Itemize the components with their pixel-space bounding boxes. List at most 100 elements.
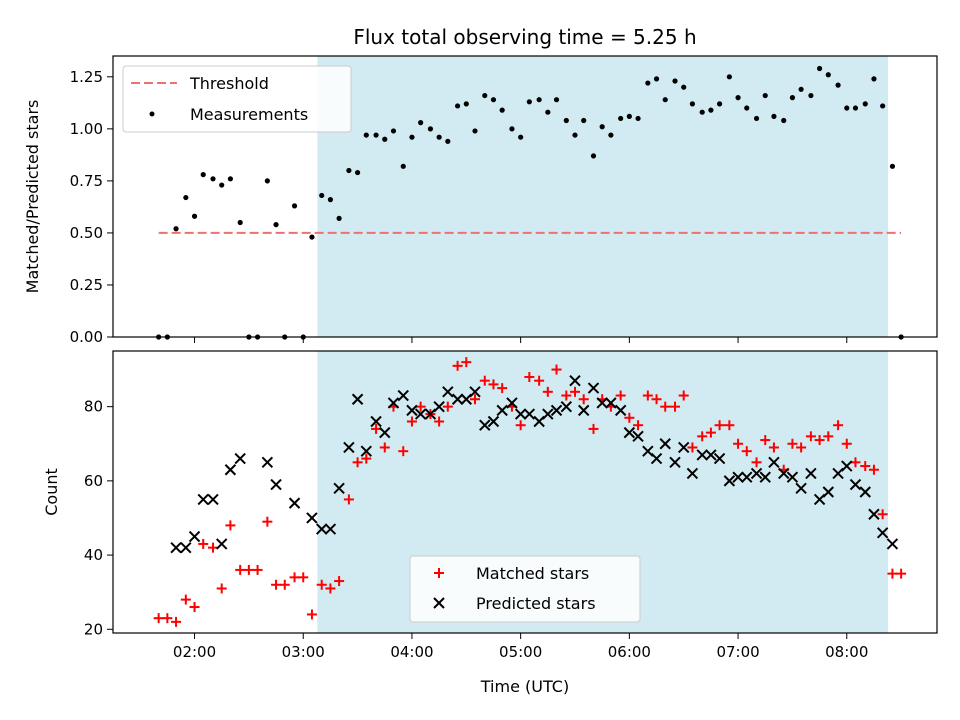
measurement-point xyxy=(653,76,660,82)
predicted-point xyxy=(768,456,780,469)
measurement-point xyxy=(708,107,714,113)
measurement-point xyxy=(835,82,841,88)
predicted-point xyxy=(569,374,581,387)
matched-point xyxy=(670,401,681,412)
measurement-point xyxy=(672,78,678,84)
predicted-point xyxy=(732,471,744,483)
measurement-point xyxy=(771,113,777,119)
measurement-point xyxy=(871,76,877,82)
measurement-point xyxy=(499,107,505,113)
measurement-point xyxy=(744,105,750,111)
predicted-point xyxy=(487,415,500,428)
matched-point xyxy=(180,594,191,605)
measurement-point xyxy=(237,219,243,226)
measurement-point xyxy=(482,92,488,99)
matched-point xyxy=(733,438,744,449)
predicted-point xyxy=(795,482,807,494)
bottom-y-ticks: 20 40 60 80 xyxy=(84,398,113,638)
matched-point xyxy=(497,383,508,394)
legend-threshold-label: Threshold xyxy=(189,74,269,93)
measurement-point xyxy=(518,134,524,140)
measurement-point xyxy=(753,115,760,122)
x-tick-label: 04:00 xyxy=(390,643,433,661)
measurement-point xyxy=(681,84,687,90)
predicted-point xyxy=(678,441,690,454)
measurement-point xyxy=(545,109,551,115)
matched-point xyxy=(633,420,644,431)
measurement-point xyxy=(200,172,206,178)
matched-point xyxy=(814,435,825,446)
matched-point xyxy=(434,416,445,427)
measurement-point xyxy=(227,176,234,182)
measurement-point xyxy=(844,105,850,111)
bottom-y-axis-label: Count xyxy=(42,468,61,516)
matched-point xyxy=(887,568,898,579)
legend-matched-label: Matched stars xyxy=(476,564,589,583)
measurement-point xyxy=(689,101,696,107)
measurement-point xyxy=(309,234,315,240)
predicted-point xyxy=(759,471,771,483)
matched-point xyxy=(751,457,762,468)
measurement-point xyxy=(808,92,814,99)
measurement-point xyxy=(608,132,614,138)
top-legend-box xyxy=(122,65,352,133)
measurement-point xyxy=(210,176,216,182)
matched-point xyxy=(515,420,526,431)
matched-point xyxy=(334,576,345,587)
measurement-point xyxy=(563,117,569,124)
predicted-point xyxy=(542,408,554,420)
predicted-point xyxy=(324,523,337,535)
matched-point xyxy=(534,375,545,386)
chart-title: Flux total observing time = 5.25 h xyxy=(353,25,696,49)
measurement-point xyxy=(183,194,189,201)
x-axis-label: Time (UTC) xyxy=(480,677,569,696)
measurement-point xyxy=(436,134,442,140)
matched-point xyxy=(588,423,599,434)
matched-point xyxy=(279,579,290,590)
measurement-point xyxy=(264,178,270,184)
predicted-point xyxy=(623,426,636,439)
matched-point xyxy=(262,516,273,527)
predicted-point xyxy=(343,441,355,454)
bottom-legend-box xyxy=(409,555,641,623)
measurement-point xyxy=(319,192,325,199)
measurement-point xyxy=(418,120,424,126)
matched-point xyxy=(398,446,409,457)
measurement-point xyxy=(590,153,597,159)
matched-point xyxy=(316,579,327,590)
measurement-point xyxy=(327,197,334,203)
matched-point xyxy=(642,390,653,401)
measurement-point xyxy=(346,167,352,174)
matched-point xyxy=(850,457,861,468)
matched-point xyxy=(687,442,698,453)
y-tick-label: 0.75 xyxy=(70,172,103,190)
bottom-axes-frame xyxy=(112,350,938,634)
matched-point xyxy=(189,602,200,613)
measurement-point xyxy=(889,163,896,169)
y-tick-label: 20 xyxy=(84,620,103,638)
matched-point xyxy=(741,446,752,457)
predicted-point xyxy=(370,415,382,428)
legend-predicted-label: Predicted stars xyxy=(476,594,596,613)
matched-point xyxy=(868,464,879,475)
measurement-point xyxy=(291,203,298,209)
predicted-point xyxy=(224,464,237,476)
predicted-point xyxy=(433,400,445,413)
matched-point xyxy=(361,453,372,464)
predicted-point xyxy=(397,389,409,402)
predicted-point xyxy=(849,478,862,491)
measurement-point xyxy=(618,115,624,122)
measurement-point xyxy=(273,222,279,228)
x-tick-label: 06:00 xyxy=(608,643,651,661)
matched-point xyxy=(697,431,708,442)
predicted-point xyxy=(306,512,318,524)
predicted-point xyxy=(207,493,219,506)
predicted-point xyxy=(805,467,817,480)
predicted-point xyxy=(451,393,464,405)
legend-measurements-swatch xyxy=(149,111,155,117)
measurement-point xyxy=(852,105,859,111)
x-tick-label: 05:00 xyxy=(499,643,542,661)
predicted-point xyxy=(577,404,590,417)
matched-point xyxy=(343,494,354,505)
measurement-point xyxy=(409,134,415,140)
